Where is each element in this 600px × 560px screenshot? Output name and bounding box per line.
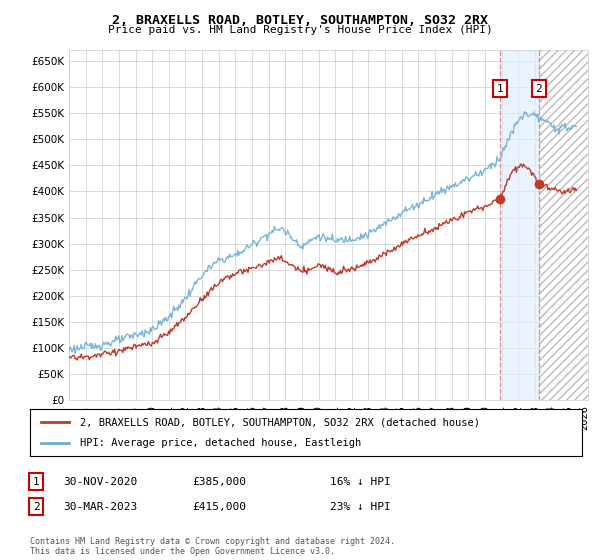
Bar (539, 50, 593, 400)
Text: 2, BRAXELLS ROAD, BOTLEY, SOUTHAMPTON, SO32 2RX (detached house): 2, BRAXELLS ROAD, BOTLEY, SOUTHAMPTON, S… (80, 417, 479, 427)
Text: 30-MAR-2023: 30-MAR-2023 (63, 502, 137, 512)
Text: HPI: Average price, detached house, Eastleigh: HPI: Average price, detached house, East… (80, 438, 361, 448)
Text: 16% ↓ HPI: 16% ↓ HPI (330, 477, 391, 487)
Text: 1: 1 (497, 83, 503, 94)
Text: 2: 2 (536, 83, 542, 94)
Text: 2, BRAXELLS ROAD, BOTLEY, SOUTHAMPTON, SO32 2RX: 2, BRAXELLS ROAD, BOTLEY, SOUTHAMPTON, S… (112, 14, 488, 27)
Text: £415,000: £415,000 (192, 502, 246, 512)
Text: This data is licensed under the Open Government Licence v3.0.: This data is licensed under the Open Gov… (30, 548, 335, 557)
Bar (539, 50, 593, 400)
Text: Price paid vs. HM Land Registry's House Price Index (HPI): Price paid vs. HM Land Registry's House … (107, 25, 493, 35)
Text: 30-NOV-2020: 30-NOV-2020 (63, 477, 137, 487)
Text: Contains HM Land Registry data © Crown copyright and database right 2024.: Contains HM Land Registry data © Crown c… (30, 538, 395, 547)
Text: £385,000: £385,000 (192, 477, 246, 487)
Text: 23% ↓ HPI: 23% ↓ HPI (330, 502, 391, 512)
Text: 2: 2 (32, 502, 40, 512)
Text: 1: 1 (32, 477, 40, 487)
Bar (500, 50, 539, 400)
